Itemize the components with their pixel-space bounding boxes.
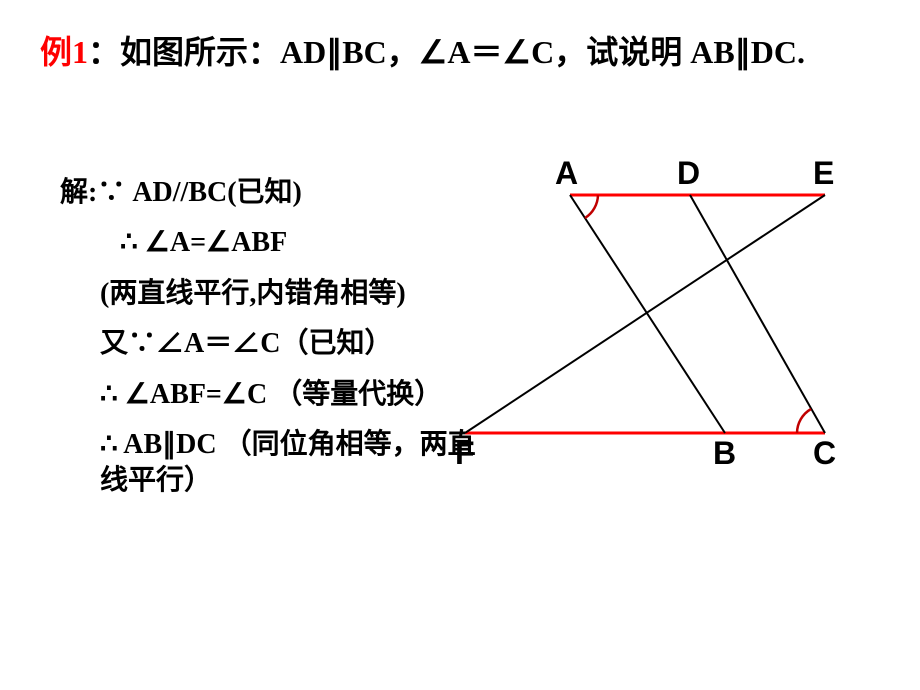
proof-line-4: 又∵∠A＝∠C（已知） bbox=[60, 326, 480, 362]
problem-title: 例1：如图所示：AD∥BC，∠A＝∠C，试说明 AB∥DC. bbox=[40, 28, 890, 76]
label-D: D bbox=[677, 155, 700, 192]
label-C: C bbox=[813, 435, 836, 472]
label-E: E bbox=[813, 155, 834, 192]
geometry-diagram: A D E F B C bbox=[455, 155, 895, 485]
angle-arc-A bbox=[585, 195, 598, 218]
label-F: F bbox=[455, 435, 475, 472]
label-A: A bbox=[555, 155, 578, 192]
angle-arc-C bbox=[797, 409, 811, 433]
example-label: 例1 bbox=[40, 34, 88, 70]
proof-line-3: (两直线平行,内错角相等) bbox=[60, 276, 480, 312]
line-AB bbox=[570, 195, 725, 433]
problem-text: ：如图所示：AD∥BC，∠A＝∠C，试说明 AB∥DC. bbox=[88, 34, 805, 70]
proof-line-1: 解:∵ AD//BC(已知) bbox=[60, 175, 480, 211]
proof-block: 解:∵ AD//BC(已知) ∴ ∠A=∠ABF (两直线平行,内错角相等) 又… bbox=[60, 175, 480, 514]
line-DC bbox=[690, 195, 825, 433]
proof-line-6: ∴ AB∥DC （同位角相等，两直线平行） bbox=[60, 427, 480, 500]
label-B: B bbox=[713, 435, 736, 472]
proof-line-2: ∴ ∠A=∠ABF bbox=[60, 225, 480, 261]
line-EF bbox=[465, 195, 825, 433]
proof-line-5: ∴ ∠ABF=∠C （等量代换） bbox=[60, 377, 480, 413]
